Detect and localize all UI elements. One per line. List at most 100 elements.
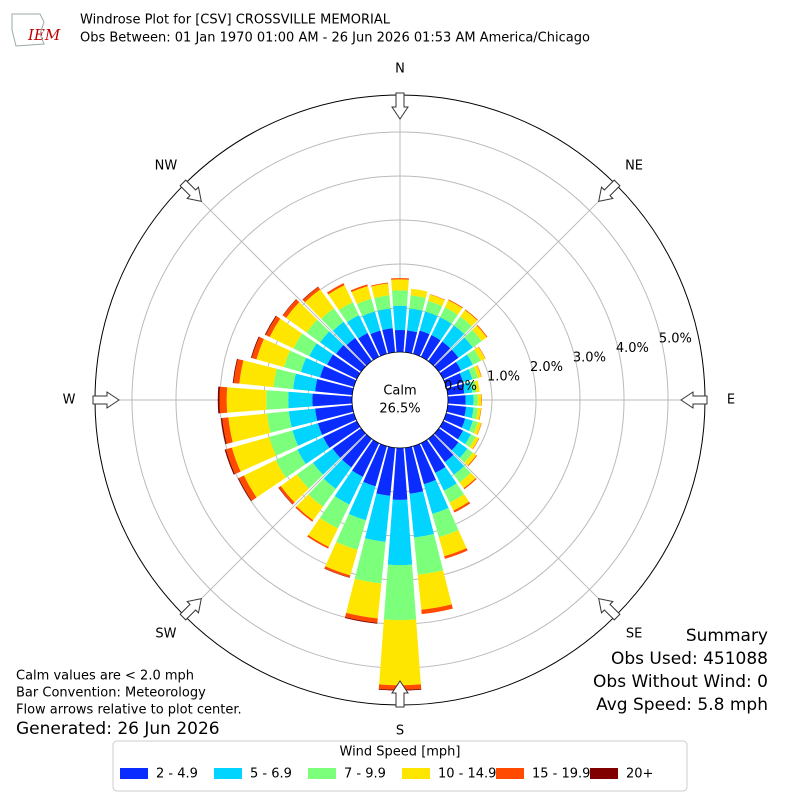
legend-label: 10 - 14.9 [438, 767, 496, 782]
bar-segment [288, 391, 313, 409]
summary-line: Avg Speed: 5.8 mph [596, 695, 768, 715]
bar-segment [449, 494, 470, 511]
bar-segment [312, 448, 341, 475]
bar-segment [472, 325, 487, 342]
bar-segment [464, 406, 474, 419]
bar-segment [296, 494, 324, 521]
legend-swatch [214, 768, 242, 779]
bar-segment [304, 289, 334, 319]
note-line: Flow arrows relative to plot center. [16, 703, 242, 718]
bar-segment [297, 437, 330, 465]
bar-segment [321, 308, 344, 331]
spoke [183, 433, 367, 617]
bar-segment [392, 447, 408, 500]
bar-segment [466, 349, 481, 365]
bar-segment [393, 305, 407, 331]
bar-segment [266, 390, 289, 410]
bar-segment [478, 408, 482, 421]
bar-segment [307, 535, 329, 549]
bar-segment [431, 317, 452, 341]
bar-segment [407, 308, 423, 333]
bar-segment [481, 394, 482, 406]
bar-segment [341, 434, 372, 468]
legend: 2 - 4.9 5 - 6.9 7 - 9.9 10 - 14.9 15 - 19.9 2… [120, 767, 653, 782]
bar-segment [224, 449, 235, 475]
bar-segment [460, 310, 478, 327]
bar-segment [265, 316, 281, 337]
bar-segment [477, 394, 482, 406]
flow-arrow [92, 391, 120, 409]
compass-label: N [395, 62, 405, 77]
bar-segment [429, 294, 446, 301]
bar-segment [413, 330, 430, 357]
generated: Generated: 26 Jun 2026 [16, 719, 220, 739]
bar-segment [379, 619, 421, 686]
bar-segment [327, 283, 345, 295]
legend-title: Wind Speed [mph] [340, 745, 461, 760]
bar-segment [302, 286, 321, 303]
bar-segment [456, 354, 473, 371]
bar-segment [363, 443, 387, 487]
bar-segment [468, 366, 478, 380]
bar-segment [325, 542, 358, 576]
compass-label: NE [625, 158, 643, 173]
bar-segment [250, 336, 260, 359]
bar-segment [251, 336, 264, 360]
bar-segment [295, 506, 314, 522]
bar-segment [421, 604, 453, 615]
calm-circle [351, 351, 449, 449]
bar-segment [475, 407, 482, 420]
bar-segment [324, 568, 350, 578]
bar-segment [288, 408, 318, 428]
bar-segment [451, 442, 468, 459]
bar-segment [356, 298, 375, 317]
bar-segment [428, 294, 445, 307]
bar-segment [346, 337, 372, 366]
bar-segment [348, 481, 376, 521]
bar-segment [459, 448, 473, 463]
bar-segment [347, 315, 368, 339]
bar-segment [428, 341, 451, 366]
bar-segment [300, 357, 325, 378]
bar-segment [292, 423, 323, 446]
bar-segment [332, 321, 356, 346]
spoke [433, 183, 617, 367]
bar-segment [438, 530, 467, 557]
compass-label: E [727, 393, 735, 408]
bar-segment [461, 418, 473, 432]
bar-segment [358, 333, 380, 361]
bar-segment [476, 324, 488, 338]
bar-segment [370, 330, 387, 357]
bar-segment [239, 360, 277, 388]
chart-subtitle: Obs Between: 01 Jan 1970 01:00 AM - 26 J… [80, 31, 590, 46]
bar-segment [315, 404, 354, 421]
bar-segment [315, 379, 354, 396]
compass-label: SE [626, 627, 642, 642]
bar-segment [446, 404, 467, 417]
logo-text: IEM [27, 26, 61, 44]
bar-segment [269, 318, 303, 349]
bar-segment [256, 338, 290, 368]
bar-segment [296, 462, 323, 489]
spoke [433, 433, 617, 617]
legend-swatch [590, 768, 618, 779]
bar-segment [225, 447, 241, 475]
note-line: Calm values are < 2.0 mph [16, 669, 194, 684]
bar-segment [306, 319, 330, 343]
bar-segment [423, 479, 449, 514]
bar-segment [220, 418, 227, 445]
bar-segment [222, 417, 233, 444]
bar-segment [474, 380, 480, 393]
bar-segment [391, 278, 409, 280]
bar-segment [308, 478, 336, 507]
bar-segment [278, 487, 293, 505]
bar-segment [413, 443, 436, 485]
bar-segment [354, 538, 386, 584]
bar-segment [410, 288, 428, 299]
logo-outline [11, 13, 45, 47]
summary-line: Obs Used: 451088 [611, 649, 768, 669]
bar-segment [336, 514, 366, 550]
bar-segment [266, 411, 292, 433]
compass-label: W [63, 393, 76, 408]
